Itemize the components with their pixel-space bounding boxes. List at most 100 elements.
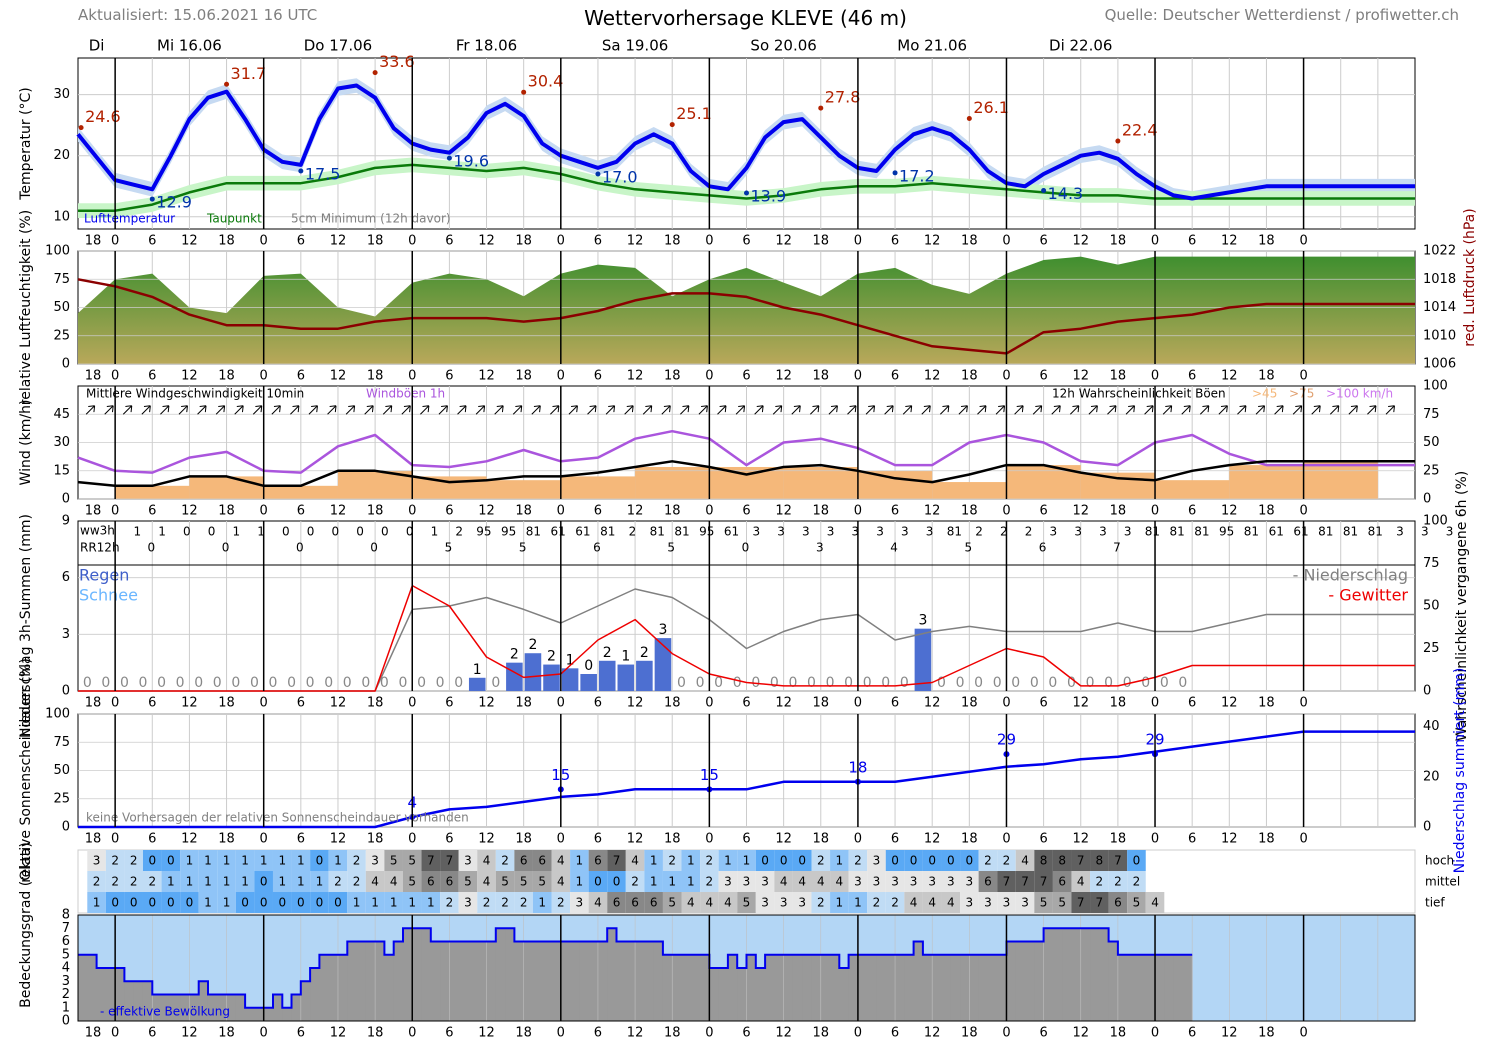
wind-arrow-head: [223, 405, 226, 413]
cloud-cell-value: 0: [780, 854, 788, 868]
cloud-cell-value: 3: [928, 875, 936, 889]
wind-arrow-head: [111, 405, 114, 413]
x-tick-label: 0: [408, 1026, 416, 1041]
y2-tick-label: 50: [1423, 599, 1440, 614]
wind-arrow: [1237, 405, 1247, 415]
cloud-cell: [477, 892, 496, 913]
cloud-cell-value: 7: [1021, 875, 1029, 889]
wind-arrow: [141, 405, 151, 415]
x-tick-label: 12: [330, 832, 347, 847]
cloud-cell: [1108, 892, 1128, 913]
y-tick-label: 50: [53, 300, 70, 315]
ww3h-value: 3: [876, 525, 884, 539]
cloud-cell-value: 1: [668, 875, 676, 889]
accumulated-precip-line: [78, 730, 1415, 829]
wind-arrow-head: [706, 405, 708, 413]
cloud-cell-value: 1: [836, 854, 844, 868]
y-tick-label: 0: [62, 357, 70, 372]
cloud-cell: [830, 892, 849, 913]
cloud-cell: [625, 892, 645, 913]
ww3h-value: 61: [575, 525, 590, 539]
panel-frame: [77, 914, 1416, 1022]
cloud-fill: [839, 968, 850, 1021]
cloud-cell-value: 1: [316, 875, 324, 889]
wind-arrow: [1311, 405, 1321, 415]
wind-arrow-head: [849, 405, 857, 407]
cloud-cell: [1127, 871, 1146, 892]
cloud-cell: [1127, 850, 1146, 871]
x-tick-label: 0: [260, 696, 268, 711]
wind-arrow: [1181, 405, 1191, 415]
x-tick-label: 12: [330, 504, 347, 519]
precipitation-bar-label: 0: [399, 675, 408, 691]
cloud-cell: [495, 892, 515, 913]
cloud-cell: [365, 871, 385, 892]
cloud-fill: [700, 954, 710, 1021]
precipitation-bar-label: 0: [343, 675, 352, 691]
wind-arrow-shaft: [550, 405, 560, 415]
cloud-cell: [217, 871, 236, 892]
y2-axis-label: Wahrscheinlichkeit vergangene 6h (%): [1454, 471, 1470, 741]
gust-probability-bar: [1303, 461, 1378, 499]
cloud-cell: [198, 871, 218, 892]
sunshine-note: keine Vorhersagen der relativen Sonnensc…: [86, 811, 469, 825]
cloud-cell-value: 4: [390, 875, 398, 889]
cloud-cell-value: 2: [668, 854, 676, 868]
cloud-cell: [922, 892, 942, 913]
cloud-cell: [718, 850, 738, 871]
cloud-cell: [904, 871, 923, 892]
max-temp-point: [224, 81, 230, 87]
cloud-cell: [922, 850, 942, 871]
cloud-cell: [644, 892, 663, 913]
cloud-cell: [848, 850, 868, 871]
wind-arrow: [401, 405, 411, 415]
cloud-cell-value: 2: [520, 896, 528, 910]
cloud-cell-value: 1: [167, 875, 175, 889]
cloud-cell: [384, 892, 403, 913]
precipitation-bar-label: 2: [528, 637, 537, 653]
cloud-cell: [588, 871, 608, 892]
wind-arrow-head: [1337, 405, 1340, 413]
x-tick-label: 18: [961, 1026, 978, 1041]
rr12h-value: 5: [667, 541, 675, 555]
cloud-fill: [755, 968, 766, 1021]
cloud-fill: [737, 968, 747, 1021]
cloud-fill: [681, 954, 692, 1021]
cloud-cell-value: 7: [1095, 896, 1103, 910]
cloud-cell: [402, 871, 422, 892]
wind-arrow-head: [167, 405, 170, 413]
y2-tick-label: 100: [1423, 514, 1448, 529]
wind-arrow-shaft: [197, 405, 207, 415]
wind-arrow-shaft: [271, 405, 281, 415]
ww3h-value: 1: [233, 525, 241, 539]
wind-arrow-shaft: [345, 405, 355, 415]
wind-arrow: [624, 405, 634, 415]
cloud-cell: [1071, 850, 1091, 871]
x-tick-label: 18: [515, 832, 532, 847]
cloud-cell-value: 4: [631, 854, 639, 868]
wind-arrow-shaft: [865, 405, 875, 415]
wind-arrow-head: [756, 405, 764, 407]
wind-arrow-head: [199, 405, 207, 407]
precipitation-bar-label: 0: [157, 675, 166, 691]
cloud-cell: [440, 871, 459, 892]
gust-probability-bar: [1229, 465, 1304, 499]
cloud-fill: [495, 928, 506, 1021]
wind-arrow-head: [1369, 405, 1376, 407]
x-tick-label: 12: [627, 234, 644, 249]
x-tick-label: 12: [181, 1026, 198, 1041]
ww3h-value: 3: [1099, 525, 1107, 539]
cloud-cell-value: 0: [594, 875, 602, 889]
wind-arrow-head: [1313, 405, 1321, 407]
cloud-cell: [328, 850, 348, 871]
gust-probability-bar: [115, 485, 190, 499]
x-tick-label: 12: [478, 369, 495, 384]
precipitation-bar-label: 2: [510, 647, 519, 663]
cloud-cell-value: 5: [743, 896, 751, 910]
wind-arrow: [290, 405, 300, 415]
temperature-line: [76, 83, 1415, 201]
cloud-cell-value: 5: [501, 875, 509, 889]
wind-arrow-shaft: [1088, 405, 1098, 415]
x-tick-label: 6: [297, 832, 305, 847]
